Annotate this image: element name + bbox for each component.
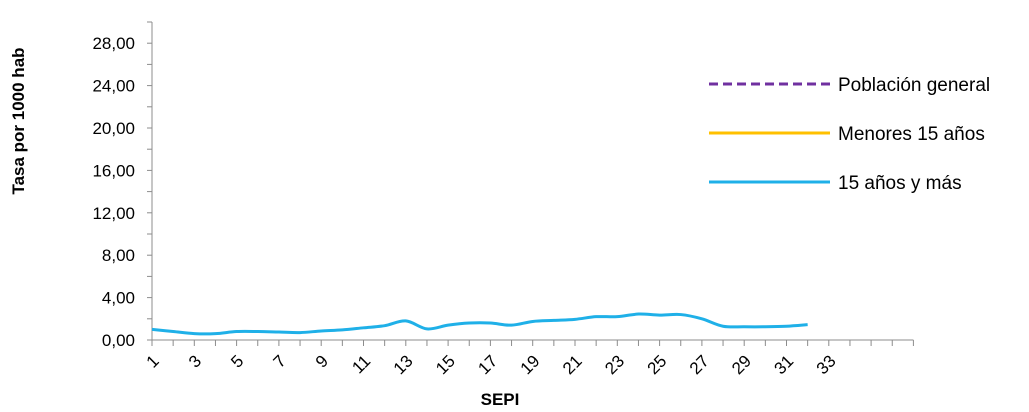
y-tick-label: 24,00: [92, 77, 135, 96]
x-tick-label: 33: [813, 351, 840, 378]
legend-label: Población general: [838, 75, 990, 96]
x-tick-label: 1: [143, 351, 163, 371]
y-axis-title: Tasa por 1000 hab: [9, 47, 28, 194]
x-tick-label: 27: [686, 351, 713, 378]
x-axis-title: SEPI: [481, 390, 520, 409]
x-tick-label: 17: [474, 351, 501, 378]
legend-label: Menores 15 años: [838, 124, 985, 145]
x-tick-label: 15: [432, 351, 459, 378]
y-tick-label: 12,00: [92, 204, 135, 223]
x-tick-label: 5: [227, 351, 247, 371]
x-axis: 1 3 5 7 9 11 13 15 17 19 21 23 25 27 29 31 33: [143, 339, 914, 378]
x-tick-label: 25: [644, 351, 671, 378]
legend-label: 15 años y más: [838, 173, 962, 194]
x-tick-label: 7: [270, 351, 290, 371]
y-tick-label: 8,00: [102, 246, 135, 265]
x-tick-label: 31: [771, 351, 798, 378]
x-tick-label: 21: [559, 351, 586, 378]
legend: Población general Menores 15 años 15 años …: [709, 75, 990, 194]
x-tick-label: 3: [185, 351, 205, 371]
x-tick-label: 23: [601, 351, 628, 378]
series-line-2: [151, 312, 808, 336]
y-axis: 0,00 4,00 8,00 12,00 16,00 20,00 24,00 28,00: [92, 21, 153, 350]
x-tick-label: 9: [312, 351, 332, 371]
y-tick-label: 16,00: [92, 161, 135, 180]
y-tick-label: 20,00: [92, 119, 135, 138]
x-tick-label: 19: [517, 351, 544, 378]
y-tick-label: 0,00: [102, 331, 135, 350]
series-layer: [151, 312, 808, 336]
y-tick-label: 4,00: [102, 289, 135, 308]
y-tick-label: 28,00: [92, 34, 135, 53]
x-tick-label: 11: [348, 351, 374, 377]
x-tick-label: 13: [390, 351, 417, 378]
x-tick-label: 29: [728, 351, 755, 378]
